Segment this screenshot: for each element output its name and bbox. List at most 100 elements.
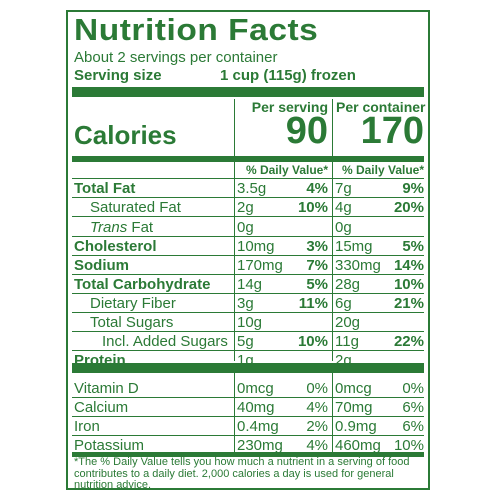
container-amount: 11g: [335, 333, 359, 350]
container-amount: 6g: [335, 295, 352, 312]
vitamin-container-daily-value: 0%: [402, 380, 424, 397]
vitamin-serving-daily-value: 4%: [306, 399, 328, 416]
serving-amount: 14g: [237, 276, 263, 293]
serving-daily-value: 7%: [306, 257, 328, 274]
serving-daily-value: 11%: [298, 295, 328, 312]
nutrient-label-rest: Fat: [127, 219, 154, 236]
vitamin-serving-amount: 0mcg: [237, 380, 274, 397]
nutrient-label: Total Carbohydrate: [74, 276, 211, 293]
nutrient-label: Total Fat: [74, 180, 136, 197]
serving-amount: 10mg: [237, 238, 275, 255]
calories-per-container: 170: [360, 110, 424, 152]
row-divider: [72, 312, 424, 313]
serving-daily-value: 10%: [297, 333, 328, 350]
vitamin-serving-daily-value: 0%: [306, 380, 328, 397]
row-divider: [72, 350, 424, 351]
nutrient-label: Trans Fat: [90, 219, 153, 237]
container-daily-value: 10%: [393, 276, 424, 293]
row-divider: [72, 255, 424, 256]
container-amount: 4g: [335, 199, 352, 216]
serving-daily-value: 5%: [306, 276, 328, 293]
nutrient-label: Incl. Added Sugars: [102, 333, 228, 350]
container-amount: 330mg: [335, 257, 381, 274]
nutrient-label: Sodium: [74, 257, 129, 274]
row-divider: [72, 435, 424, 436]
serving-size-value: 1 cup (115g) frozen: [220, 67, 356, 84]
vitamin-container-daily-value: 6%: [402, 399, 424, 416]
vitamin-container-amount: 0.9mg: [335, 418, 377, 435]
serving-amount: 3.5g: [237, 180, 267, 197]
row-divider: [72, 178, 424, 179]
container-daily-value: 5%: [402, 238, 424, 255]
row-divider: [72, 274, 424, 275]
row-divider: [72, 416, 424, 417]
per-container-header: Per container: [336, 99, 426, 115]
vitamin-container-amount: 70mg: [335, 399, 373, 416]
vitamin-serving-amount: 40mg: [237, 399, 275, 416]
servings-per-container: About 2 servings per container: [74, 49, 278, 66]
thick-rule-top: [72, 87, 424, 97]
row-divider: [72, 197, 424, 198]
medium-rule: [72, 156, 424, 162]
label-title: Nutrition Facts: [74, 12, 319, 47]
nutrition-facts-label: Nutrition Facts About 2 servings per con…: [66, 10, 430, 492]
serving-size-label: Serving size: [74, 67, 162, 84]
vitamin-serving-amount: 230mg: [237, 437, 283, 454]
row-divider: [72, 331, 424, 332]
footnote-line: nutrition advice.: [74, 479, 152, 491]
column-divider-serving-vitamins: [234, 373, 235, 452]
thick-rule-bottom: [72, 363, 424, 373]
serving-amount: 2g: [237, 199, 254, 216]
nutrient-label: Protein: [74, 352, 126, 369]
row-divider: [72, 293, 424, 294]
container-amount: 0g: [335, 219, 352, 236]
nutrient-label-italic: Trans: [90, 219, 128, 236]
footnote: *The % Daily Value tells you how much a …: [74, 456, 424, 492]
per-serving-header: Per serving: [251, 99, 328, 115]
container-amount: 2g: [335, 352, 352, 369]
footnote-line: contributes to a daily diet. 2,000 calor…: [74, 467, 394, 480]
vitamin-container-daily-value: 10%: [393, 437, 424, 454]
vitamin-container-amount: 460mg: [335, 437, 381, 454]
row-divider: [72, 236, 424, 237]
container-daily-value: 9%: [402, 180, 424, 197]
vitamin-serving-daily-value: 2%: [306, 418, 328, 435]
serving-daily-value: 10%: [297, 199, 328, 216]
serving-amount: 10g: [237, 314, 263, 331]
column-divider-container-vitamins: [332, 373, 333, 452]
footnote-rule: [72, 452, 424, 457]
dv-header-container: % Daily Value*: [341, 163, 424, 177]
row-divider: [72, 397, 424, 398]
serving-daily-value: 3%: [306, 238, 328, 255]
vitamin-serving-amount: 0.4mg: [237, 418, 279, 435]
vitamin-container-daily-value: 6%: [402, 418, 424, 435]
container-amount: 20g: [335, 314, 361, 331]
vitamin-label: Calcium: [74, 399, 129, 416]
nutrient-label: Total Sugars: [90, 314, 174, 331]
column-divider-serving: [234, 99, 235, 361]
dv-header-serving: % Daily Value*: [245, 163, 328, 177]
calories-per-serving: 90: [285, 110, 328, 152]
serving-amount: 5g: [237, 333, 254, 350]
nutrient-label: Dietary Fiber: [90, 295, 176, 312]
vitamin-container-amount: 0mcg: [335, 380, 372, 397]
container-amount: 28g: [335, 276, 361, 293]
vitamin-label: Potassium: [74, 437, 145, 454]
nutrient-label: Cholesterol: [74, 238, 157, 255]
vitamin-label: Iron: [74, 418, 100, 435]
container-daily-value: 20%: [393, 199, 424, 216]
vitamin-label: Vitamin D: [74, 380, 139, 397]
nutrient-label: Saturated Fat: [90, 199, 181, 216]
calories-label: Calories: [74, 120, 177, 150]
container-amount: 7g: [335, 180, 352, 197]
column-divider-container: [332, 99, 333, 361]
vitamin-serving-daily-value: 4%: [306, 437, 328, 454]
serving-daily-value: 4%: [306, 180, 328, 197]
container-daily-value: 22%: [393, 333, 424, 350]
serving-amount: 1g: [237, 352, 254, 369]
serving-amount: 0g: [237, 219, 254, 236]
serving-amount: 170mg: [237, 257, 283, 274]
container-daily-value: 14%: [393, 257, 424, 274]
container-amount: 15mg: [335, 238, 373, 255]
container-daily-value: 21%: [393, 295, 424, 312]
